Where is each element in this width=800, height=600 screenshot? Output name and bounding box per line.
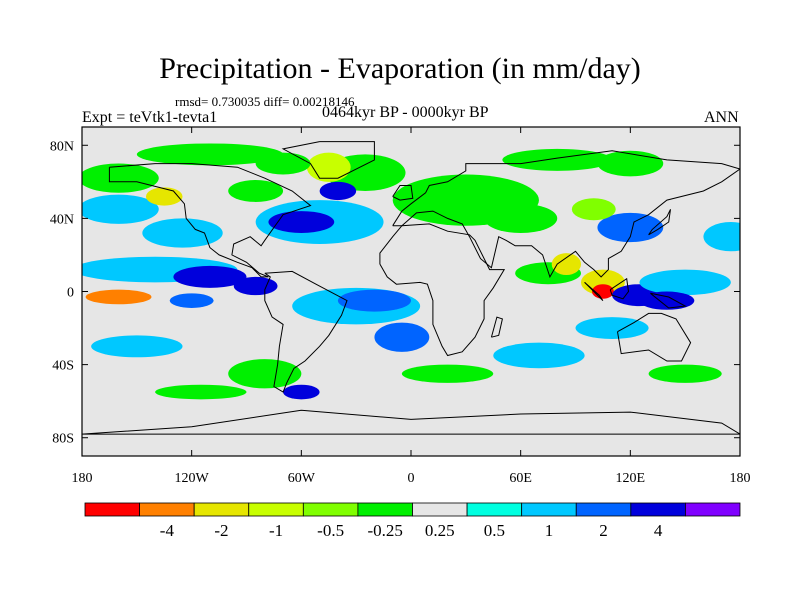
colorbar-swatch bbox=[193, 502, 250, 517]
lat-tick-label: 40S bbox=[52, 359, 74, 374]
lon-tick-label: 120W bbox=[175, 471, 210, 486]
lon-tick-label: 0 bbox=[408, 471, 415, 486]
coastlines bbox=[82, 141, 740, 435]
field-patch bbox=[306, 152, 351, 182]
colorbar-swatch bbox=[357, 502, 413, 517]
field-patch bbox=[502, 148, 613, 171]
colorbar-label: -0.5 bbox=[317, 521, 344, 540]
colorbar-swatch bbox=[521, 502, 577, 517]
field-patch bbox=[173, 265, 247, 288]
colorbar-label: 0.25 bbox=[425, 521, 455, 540]
field-patch bbox=[648, 364, 722, 383]
coastline bbox=[609, 277, 630, 300]
coastline bbox=[617, 312, 692, 362]
field-patch bbox=[493, 342, 585, 369]
coastline bbox=[264, 270, 348, 393]
field-patch bbox=[571, 198, 616, 221]
colorbar-swatch bbox=[575, 502, 632, 517]
coastline bbox=[82, 409, 740, 435]
lon-tick-label: 180 bbox=[730, 471, 751, 486]
field-patch bbox=[142, 218, 223, 248]
period-label: 0464kyr BP - 0000kyr BP bbox=[322, 104, 489, 121]
lon-tick-label: 120E bbox=[616, 471, 646, 486]
colorbar-swatch bbox=[84, 502, 140, 517]
field-patch bbox=[639, 269, 731, 296]
coastline bbox=[650, 292, 687, 309]
colorbar-swatch bbox=[466, 502, 523, 517]
field-patch bbox=[82, 163, 159, 193]
field-patch bbox=[551, 253, 581, 276]
field-patch bbox=[136, 143, 284, 166]
field-patch bbox=[145, 187, 183, 206]
lat-tick-label: 80S bbox=[52, 432, 74, 447]
coastline bbox=[490, 316, 503, 338]
colorbar: -4 -2 -1 -0.5 -0.25 0.25 0.5 1 2 4 bbox=[84, 502, 741, 540]
colorbar-label: 4 bbox=[654, 521, 663, 540]
season-label: ANN bbox=[704, 109, 739, 126]
lat-tick-label: 80N bbox=[50, 139, 74, 154]
colorbar-swatch bbox=[248, 502, 304, 517]
statistics-line: rmsd= 0.730035 diff= 0.00218146 bbox=[175, 94, 355, 109]
field-patch bbox=[597, 212, 664, 243]
coastline bbox=[379, 223, 506, 357]
lon-tick-label: 60E bbox=[509, 471, 532, 486]
field-patch bbox=[703, 222, 740, 252]
lat-tick-label: 0 bbox=[67, 286, 74, 301]
field-patch bbox=[82, 194, 159, 224]
lon-tick-label: 60W bbox=[288, 471, 316, 486]
colorbar-label: 1 bbox=[545, 521, 554, 540]
precip-evap-field bbox=[82, 143, 740, 400]
field-patch bbox=[337, 289, 412, 312]
colorbar-label: -1 bbox=[269, 521, 283, 540]
colorbar-swatch bbox=[302, 502, 359, 517]
field-patch bbox=[268, 211, 335, 234]
lon-tick-label: 180 bbox=[72, 471, 93, 486]
lat-tick-label: 40N bbox=[50, 212, 74, 227]
field-patch bbox=[228, 180, 284, 202]
colorbar-swatch bbox=[685, 502, 741, 517]
field-patch bbox=[233, 276, 278, 296]
field-patch bbox=[91, 335, 183, 358]
field-patch bbox=[155, 384, 247, 400]
field-patch bbox=[228, 359, 302, 389]
field-patch bbox=[374, 322, 430, 352]
coastline bbox=[392, 185, 414, 201]
colorbar-label: 2 bbox=[599, 521, 608, 540]
figure-title: Precipitation - Evaporation (in mm/day) bbox=[159, 52, 641, 85]
colorbar-label: -0.25 bbox=[367, 521, 402, 540]
colorbar-label: -2 bbox=[214, 521, 228, 540]
field-patch bbox=[283, 384, 320, 400]
colorbar-swatch bbox=[139, 502, 195, 517]
field-patch bbox=[319, 181, 357, 201]
coastline bbox=[648, 209, 671, 236]
field-patch bbox=[597, 150, 664, 177]
coastline bbox=[392, 150, 740, 279]
colorbar-label: 0.5 bbox=[484, 521, 505, 540]
field-patch bbox=[484, 203, 558, 234]
coastline bbox=[108, 163, 312, 278]
field-patch bbox=[401, 364, 494, 383]
colorbar-label: -4 bbox=[160, 521, 175, 540]
field-patch bbox=[575, 317, 649, 340]
experiment-label: Expt = teVtk1-tevta1 bbox=[82, 109, 218, 126]
map-axes: 180 120W 60W 0 60E 120E 180 80N 40N 0 40S 80S bbox=[50, 127, 751, 486]
colorbar-swatch bbox=[412, 502, 468, 517]
coastline bbox=[584, 282, 604, 301]
colorbar-swatch bbox=[630, 502, 686, 517]
field-patch bbox=[255, 152, 311, 175]
coastline bbox=[281, 141, 375, 179]
field-patch bbox=[169, 293, 214, 308]
field-patch bbox=[85, 289, 152, 305]
